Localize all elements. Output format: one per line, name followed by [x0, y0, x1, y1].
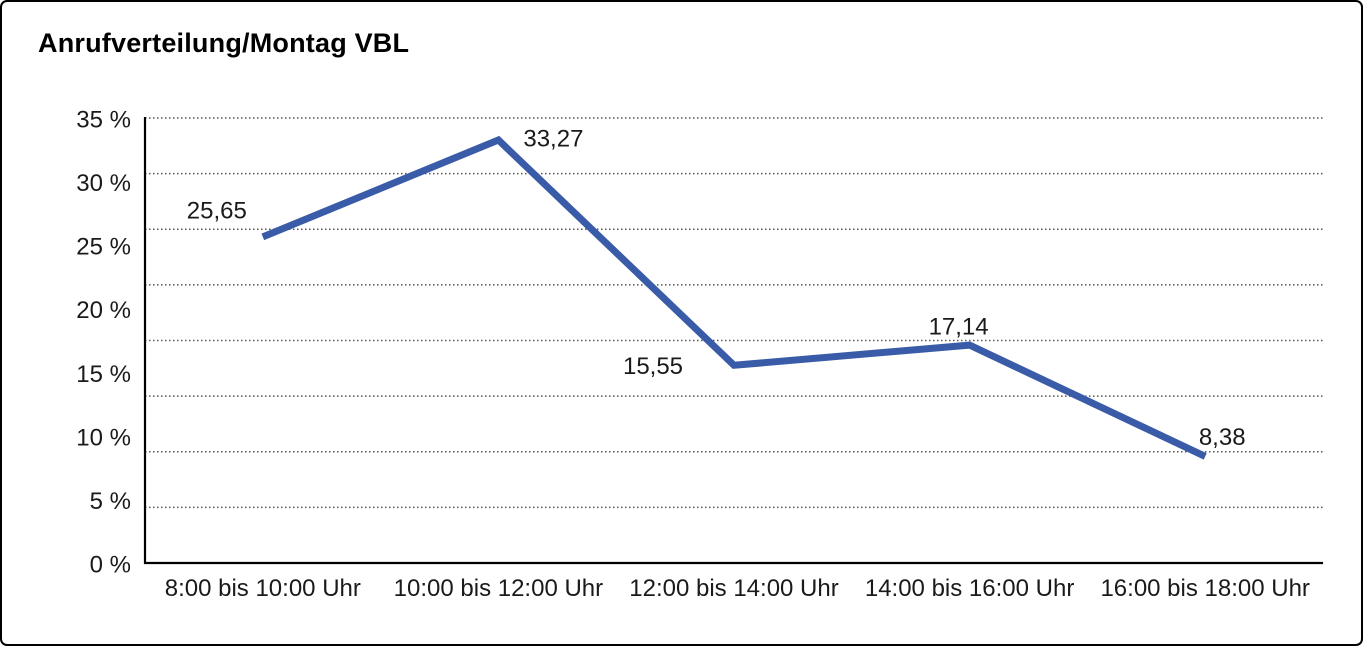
chart-title: Anrufverteilung/Montag VBL — [38, 28, 410, 58]
y-axis-tick-label: 0 % — [90, 552, 131, 579]
y-axis-tick-label: 5 % — [90, 488, 131, 515]
data-point-label: 17,14 — [929, 314, 989, 341]
x-axis-category-label: 12:00 bis 14:00 Uhr — [629, 575, 838, 602]
data-point-label: 15,55 — [623, 353, 683, 380]
y-axis-tick-label: 20 % — [76, 297, 131, 324]
series-line — [261, 135, 1207, 460]
x-axis-category-label: 14:00 bis 16:00 Uhr — [865, 575, 1074, 602]
y-axis-tick-label: 30 % — [76, 170, 131, 197]
y-axis-tick-label: 15 % — [76, 361, 131, 388]
data-point-label: 33,27 — [523, 125, 583, 152]
y-axis-tick-label: 25 % — [76, 234, 131, 261]
y-axis-tick-label: 35 % — [76, 107, 131, 134]
data-point-label: 25,65 — [187, 197, 247, 224]
x-axis-category-label: 10:00 bis 12:00 Uhr — [394, 575, 603, 602]
y-axis-tick-label: 10 % — [76, 424, 131, 451]
x-axis-category-label: 8:00 bis 10:00 Uhr — [165, 575, 361, 602]
x-axis-category-label: 16:00 bis 18:00 Uhr — [1100, 575, 1309, 602]
data-point-label: 8,38 — [1199, 424, 1246, 451]
